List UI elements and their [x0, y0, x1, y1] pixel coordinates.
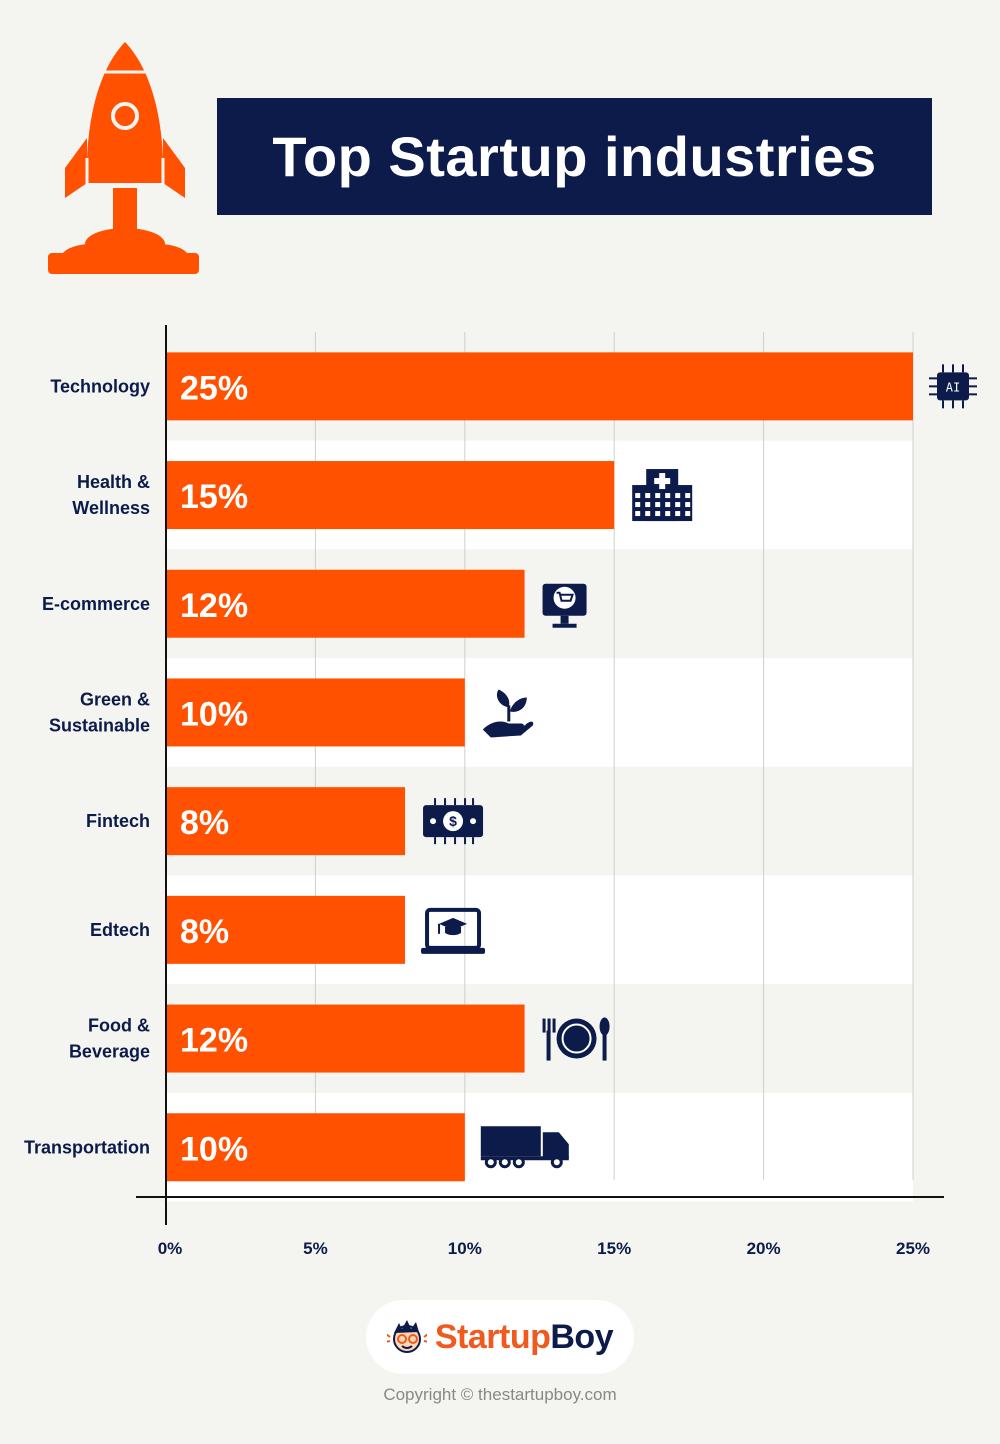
x-tick-label: 20%	[747, 1239, 781, 1258]
bar	[166, 461, 615, 530]
category-label: Green & Sustainable	[49, 689, 150, 735]
boy-face-logo-icon	[386, 1320, 427, 1353]
bar	[166, 787, 406, 856]
brand-name-part2: Boy	[550, 1317, 614, 1356]
startupboy-logo: StartupBoy	[366, 1300, 634, 1374]
category-label: Edtech	[90, 920, 150, 940]
edtech-laptop-icon	[421, 907, 486, 954]
ai-chip-icon: AI	[929, 364, 977, 409]
page-title: Top Startup industries	[217, 98, 932, 215]
x-tick-label: 25%	[896, 1239, 930, 1258]
brand-name: StartupBoy	[434, 1317, 614, 1357]
bar-value-label: 15%	[180, 478, 248, 516]
bar	[166, 895, 406, 964]
ecommerce-monitor-icon	[542, 583, 587, 628]
bar-value-label: 10%	[180, 1130, 248, 1168]
bar	[166, 569, 525, 638]
bar-value-label: 12%	[180, 1022, 248, 1060]
cutlery-plate-icon	[542, 1017, 610, 1061]
x-tick-label: 0%	[158, 1239, 183, 1258]
truck-icon	[480, 1126, 569, 1169]
bar-value-label: 8%	[180, 913, 229, 951]
bar	[166, 1113, 465, 1182]
bar-chart: 25% 15% 12% 10% 8% 8% 12% 10% AI $ Technology Hea…	[24, 325, 977, 1258]
rocket-icon	[48, 42, 199, 274]
brand-name-part1: Startup	[434, 1317, 551, 1356]
x-tick-label: 10%	[448, 1239, 482, 1258]
bar	[166, 352, 913, 421]
hospital-icon	[632, 469, 693, 522]
x-tick-label: 15%	[597, 1239, 631, 1258]
plant-hand-icon	[482, 689, 534, 738]
fintech-banknote-icon: $	[423, 798, 484, 845]
category-label: Technology	[50, 376, 150, 396]
bar-value-label: 10%	[180, 695, 248, 733]
bar-value-label: 12%	[180, 587, 248, 625]
bar-value-label: 8%	[180, 804, 229, 842]
category-label: Health & Wellness	[72, 472, 150, 518]
category-label: Transportation	[24, 1137, 150, 1157]
bar	[166, 678, 465, 747]
category-label: Food & Beverage	[69, 1016, 150, 1062]
svg-text:$: $	[449, 813, 457, 829]
category-label: E-commerce	[42, 594, 150, 614]
bar	[166, 1004, 525, 1073]
category-label: Fintech	[86, 811, 150, 831]
svg-text:AI: AI	[946, 380, 960, 394]
copyright-text: Copyright © thestartupboy.com	[383, 1385, 617, 1404]
bar-value-label: 25%	[180, 369, 248, 407]
x-tick-label: 5%	[303, 1239, 328, 1258]
